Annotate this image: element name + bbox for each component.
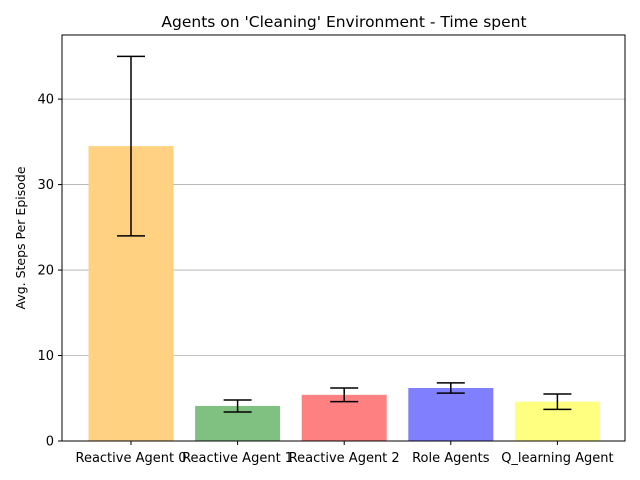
y-tick-label: 30: [37, 178, 54, 193]
bar: [408, 388, 494, 441]
y-axis-ticks: 0 10 20 30 40: [37, 93, 62, 450]
x-tick-label: Q_learning Agent: [501, 451, 613, 466]
y-axis-label: Avg. Steps Per Episode: [13, 166, 28, 309]
x-tick-label: Role Agents: [412, 451, 490, 466]
chart-title: Agents on 'Cleaning' Environment - Time …: [161, 13, 526, 31]
plot-frame: [61, 34, 626, 442]
bar: [301, 394, 387, 441]
error-bars: [117, 55, 572, 413]
y-tick-label: 40: [37, 93, 54, 108]
x-tick-label: Reactive Agent 2: [289, 451, 400, 466]
x-tick-label: Reactive Agent 0: [76, 451, 187, 466]
y-tick-label: 20: [37, 264, 54, 279]
y-tick-label: 0: [46, 435, 54, 450]
x-tick-label: Reactive Agent 1: [182, 451, 293, 466]
y-tick-label: 10: [37, 349, 54, 364]
